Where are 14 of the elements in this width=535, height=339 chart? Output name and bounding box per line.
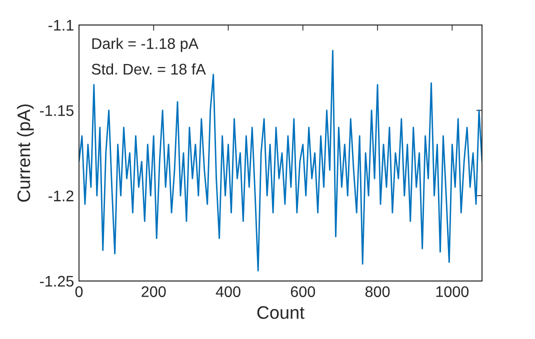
- y-tick-label: -1.15: [40, 105, 74, 116]
- x-tick-label: 800: [365, 286, 390, 298]
- y-axis-title: Current (pA): [16, 104, 34, 202]
- y-tick-label: -1.1: [48, 20, 74, 31]
- y-tick-label: -1.25: [40, 276, 74, 287]
- x-tick-label: 1000: [436, 286, 469, 298]
- annotation: Dark = -1.18 pA: [92, 38, 198, 52]
- y-tick-label: -1.2: [48, 190, 74, 202]
- x-tick-label: 400: [216, 286, 240, 298]
- x-tick-label: 0: [75, 286, 83, 298]
- x-tick-label: 600: [290, 286, 316, 298]
- annotation: Std. Dev. = 18 fA: [92, 63, 206, 75]
- x-tick-label: 200: [142, 286, 166, 298]
- x-axis-title: Count: [257, 306, 304, 319]
